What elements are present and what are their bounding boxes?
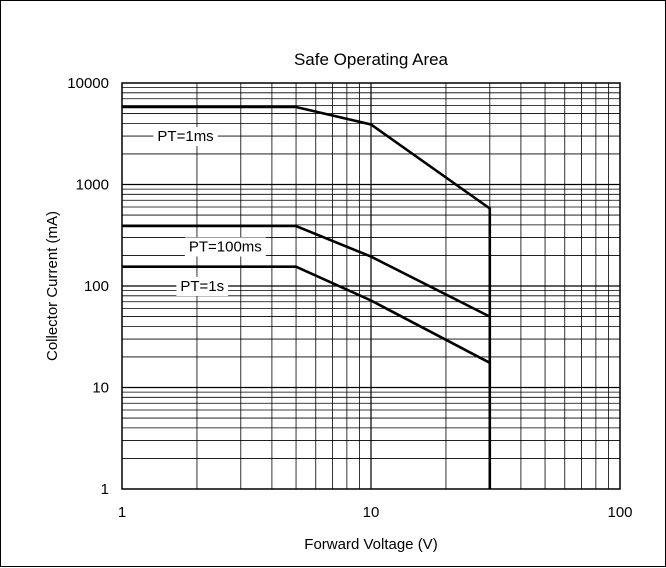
series-label: PT=1s <box>180 278 224 295</box>
series-line <box>122 265 491 364</box>
series-label: PT=100ms <box>189 238 262 255</box>
x-tick-label: 1 <box>118 504 126 521</box>
series-label: PT=1ms <box>157 128 213 145</box>
y-axis-label: Collector Current (mA) <box>44 211 61 361</box>
x-tick-label: 100 <box>607 504 632 521</box>
series-line <box>122 224 491 318</box>
y-tick-label: 10000 <box>67 75 109 92</box>
grid <box>122 83 620 489</box>
series-label-bg <box>176 277 229 296</box>
series-label-bg <box>184 237 266 257</box>
plot-border <box>121 82 621 490</box>
series-line <box>122 105 492 489</box>
y-tick-label: 10 <box>92 380 109 397</box>
tick-labels: 1 10 100 1 10 100 1000 10000 <box>67 75 632 521</box>
y-tick-label: 1000 <box>76 177 109 194</box>
series-lines <box>122 105 492 489</box>
series-labels: PT=1ms PT=100ms PT=1s <box>153 127 266 296</box>
x-tick-label: 10 <box>363 504 380 521</box>
series-label-bg <box>153 127 218 147</box>
y-tick-label: 100 <box>84 278 109 295</box>
chart-title: Safe Operating Area <box>294 50 449 69</box>
y-tick-label: 1 <box>101 481 109 498</box>
x-axis-label: Forward Voltage (V) <box>304 536 437 553</box>
